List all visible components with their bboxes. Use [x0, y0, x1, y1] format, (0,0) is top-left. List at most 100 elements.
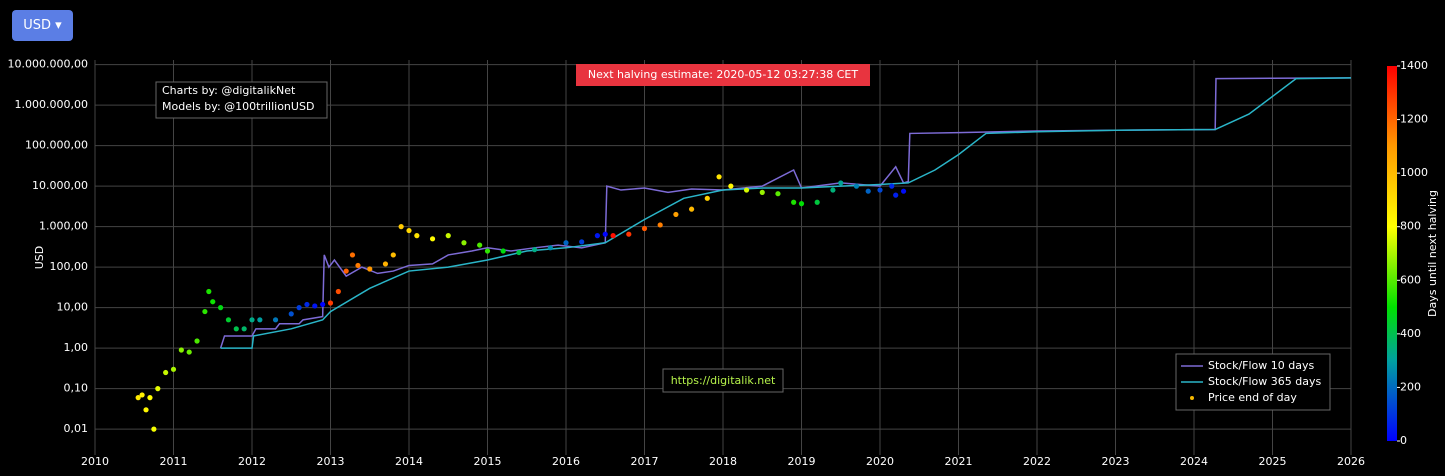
y-tick-label: 1,00 [64, 341, 89, 354]
price-point [900, 188, 907, 194]
legend-swatch [1190, 396, 1194, 400]
price-point [641, 225, 648, 232]
y-tick-label: 10,00 [57, 301, 89, 314]
price-point [579, 239, 585, 245]
price-point [547, 245, 553, 251]
price-point [602, 231, 608, 237]
price-point [304, 301, 310, 308]
price-point [218, 305, 224, 311]
price-point [791, 199, 797, 205]
legend-label: Price end of day [1208, 391, 1297, 404]
price-point [288, 311, 294, 317]
y-tick-label: 100,00 [50, 260, 89, 273]
colorbar-tick-label: 200 [1400, 380, 1421, 393]
price-point [838, 180, 844, 186]
price-point [594, 233, 601, 239]
price-point [163, 369, 169, 376]
price-point [296, 305, 302, 311]
price-point [728, 183, 734, 189]
button-label[interactable]: USD [23, 18, 52, 33]
price-point [194, 338, 200, 344]
price-point [484, 248, 491, 254]
colorbar-tick-label: 1200 [1400, 113, 1428, 126]
price-point [889, 183, 895, 189]
colorbar-tick-label: 1000 [1400, 166, 1428, 179]
price-point [349, 252, 356, 258]
x-tick-label: 2018 [709, 455, 737, 468]
x-tick-label: 2011 [160, 455, 188, 468]
price-point [893, 192, 899, 198]
colorbar-tick-label: 1400 [1400, 59, 1428, 72]
y-tick-label: 10.000.000,00 [8, 58, 88, 71]
price-point [233, 326, 239, 332]
legend-label: Stock/Flow 10 days [1208, 359, 1314, 372]
price-point [312, 303, 318, 309]
price-point [170, 366, 177, 372]
price-point [853, 183, 860, 189]
price-point [151, 426, 157, 432]
colorbar-title: Days until next halving [1426, 190, 1439, 317]
price-point [382, 261, 389, 267]
price-point [143, 407, 149, 413]
price-point [272, 317, 279, 323]
price-point [830, 187, 836, 193]
x-tick-label: 2014 [395, 455, 423, 468]
x-tick-label: 2026 [1337, 455, 1365, 468]
price-point [626, 231, 632, 237]
y-axis-label: USD [33, 246, 46, 270]
price-point [657, 222, 663, 228]
price-point [775, 191, 781, 197]
price-point [563, 240, 569, 246]
price-point [210, 299, 216, 305]
price-point [320, 301, 326, 308]
price-point [532, 247, 538, 253]
price-point [155, 386, 161, 392]
x-tick-label: 2013 [317, 455, 345, 468]
price-point [398, 224, 404, 230]
price-point [689, 206, 695, 212]
x-tick-label: 2022 [1023, 455, 1051, 468]
price-point [406, 227, 412, 234]
price-point [461, 240, 467, 246]
price-point [355, 262, 361, 269]
colorbar-tick-label: 800 [1400, 220, 1421, 233]
x-tick-label: 2017 [631, 455, 659, 468]
price-point [367, 266, 373, 272]
y-tick-label: 1.000,00 [39, 220, 88, 233]
y-tick-label: 10.000,00 [32, 179, 88, 192]
halving-text: Next halving estimate: 2020-05-12 03:27:… [588, 68, 858, 81]
x-tick-label: 2012 [238, 455, 266, 468]
x-tick-label: 2025 [1259, 455, 1287, 468]
x-tick-label: 2023 [1102, 455, 1130, 468]
legend-label: Stock/Flow 365 days [1208, 375, 1321, 388]
y-tick-label: 1.000.000,00 [15, 98, 88, 111]
watermark-box [662, 368, 784, 393]
price-point [135, 395, 141, 401]
series-line [220, 77, 1351, 349]
price-point [335, 288, 341, 295]
annotation-text: Charts by: @digitalikNet [162, 84, 296, 97]
price-point [206, 288, 212, 295]
colorbar-tick-label: 600 [1400, 273, 1421, 286]
y-tick-label: 0,01 [64, 422, 89, 435]
price-point [414, 233, 420, 239]
currency-button[interactable]: USD ▾ [12, 10, 73, 41]
x-tick-label: 2024 [1180, 455, 1208, 468]
price-point [798, 201, 805, 207]
price-point [477, 242, 483, 248]
price-point [327, 300, 334, 306]
y-tick-label: 0,10 [64, 382, 89, 395]
price-point [186, 349, 192, 355]
price-point [249, 317, 255, 323]
price-point [516, 249, 522, 256]
price-point [673, 211, 679, 218]
watermark-text: https://digitalik.net [671, 374, 776, 387]
price-point [147, 395, 153, 401]
price-point [877, 187, 883, 193]
price-point [610, 233, 616, 239]
price-point [743, 187, 750, 193]
x-tick-label: 2021 [945, 455, 973, 468]
x-tick-label: 2010 [81, 455, 109, 468]
